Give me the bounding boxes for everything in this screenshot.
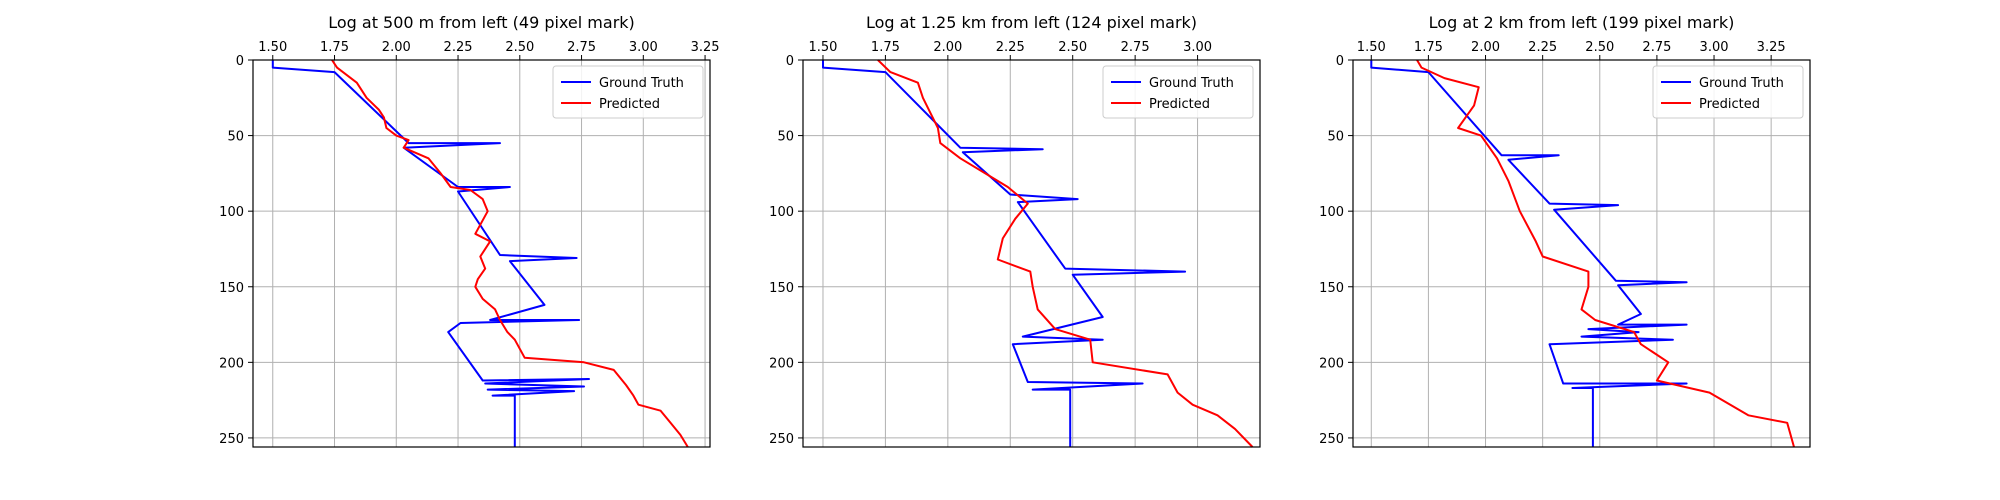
y-tick-label: 250 [769,432,794,447]
y-tick-label: 0 [1336,54,1344,69]
x-tick-label: 1.75 [320,40,349,55]
y-tick-label: 50 [777,130,794,145]
x-tick-label: 2.25 [1528,40,1557,55]
legend-label-ground-truth: Ground Truth [1149,76,1234,91]
legend: Ground Truth Predicted [1102,65,1254,119]
chart-title: Log at 1.25 km from left (124 pixel mark… [866,13,1197,32]
x-tick-label: 1.50 [809,40,838,55]
x-tick-label: 2.50 [1585,40,1614,55]
legend-label-ground-truth: Ground Truth [599,76,684,91]
legend-box [1102,65,1254,119]
y-tick-label: 250 [219,432,244,447]
x-tick-label: 3.25 [691,40,720,55]
x-tick-label: 2.50 [505,40,534,55]
y-tick-label: 150 [769,281,794,296]
x-tick-label: 1.75 [871,40,900,55]
axes-frame [252,59,711,448]
chart-title: Log at 2 km from left (199 pixel mark) [1429,13,1735,32]
subplot-1-25km: 1.50 1.75 2.00 2.25 2.50 2.75 3.00 0 50 100 150 200… [769,13,1261,448]
x-tick-label: 3.00 [1700,40,1729,55]
y-tick-label: 150 [1319,281,1344,296]
axes-frame [1352,59,1811,448]
y-tick-label: 100 [769,205,794,220]
x-tick-label: 1.50 [1357,40,1386,55]
subplot-2km: 1.50 1.75 2.00 2.25 2.50 2.75 3.00 3.25 0 50 100 15… [1319,13,1811,448]
predicted-line [877,59,1254,448]
x-tick-label: 2.75 [1642,40,1671,55]
x-tick-label: 2.75 [567,40,596,55]
y-tick-label: 50 [1327,130,1344,145]
legend-box [1652,65,1804,119]
subplot-500m: 1.50 1.75 2.00 2.25 2.50 2.75 3.00 3.25 0 50 100 15… [219,13,720,448]
y-tick-label: 150 [219,281,244,296]
y-tick-label: 0 [236,54,244,69]
y-tick-label: 200 [1319,356,1344,371]
legend: Ground Truth Predicted [552,65,704,119]
y-tick-label: 250 [1319,432,1344,447]
y-tick-label: 200 [769,356,794,371]
ground-truth-line [271,60,590,447]
legend-label-predicted: Predicted [1149,97,1210,112]
ground-truth-line [1370,60,1688,447]
ground-truth-line [822,60,1187,447]
y-tick-label: 0 [786,54,794,69]
x-tick-label: 1.75 [1414,40,1443,55]
y-tick-label: 50 [227,130,244,145]
axes-frame [802,59,1261,448]
legend-label-ground-truth: Ground Truth [1699,76,1784,91]
legend-box [552,65,704,119]
y-tick-label: 200 [219,356,244,371]
legend-label-predicted: Predicted [1699,97,1760,112]
predicted-line [331,59,689,448]
x-tick-label: 2.25 [996,40,1025,55]
x-tick-label: 2.00 [1471,40,1500,55]
x-tick-label: 1.50 [258,40,287,55]
x-tick-label: 3.25 [1757,40,1786,55]
x-tick-label: 2.00 [933,40,962,55]
x-tick-label: 2.25 [444,40,473,55]
x-tick-label: 2.75 [1121,40,1150,55]
predicted-line [1416,59,1795,448]
legend-label-predicted: Predicted [599,97,660,112]
x-tick-label: 3.00 [1183,40,1212,55]
y-tick-label: 100 [1319,205,1344,220]
x-tick-label: 3.00 [629,40,658,55]
x-tick-label: 2.00 [382,40,411,55]
x-tick-label: 2.50 [1058,40,1087,55]
legend: Ground Truth Predicted [1652,65,1804,119]
y-tick-label: 100 [219,205,244,220]
chart-title: Log at 500 m from left (49 pixel mark) [328,13,635,32]
